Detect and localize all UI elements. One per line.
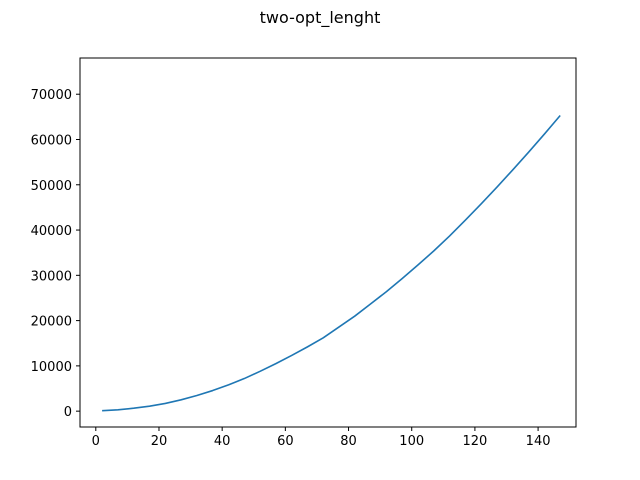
x-tick-label: 100: [399, 434, 424, 449]
x-tick-label: 140: [526, 434, 551, 449]
y-tick-label: 40000: [31, 224, 72, 239]
y-tick-label: 50000: [31, 179, 72, 194]
y-tick-label: 70000: [31, 88, 72, 103]
y-tick-label: 0: [64, 405, 72, 420]
y-tick-label: 20000: [31, 315, 72, 330]
x-tick-label: 0: [92, 434, 100, 449]
x-tick-label: 40: [214, 434, 231, 449]
y-tick-label: 30000: [31, 269, 72, 284]
x-tick-label: 80: [340, 434, 357, 449]
plot-frame: [79, 57, 577, 428]
x-tick-label: 20: [151, 434, 168, 449]
y-tick-label: 60000: [31, 133, 72, 148]
x-tick-label: 60: [277, 434, 294, 449]
x-tick-label: 120: [462, 434, 487, 449]
y-tick-label: 10000: [31, 360, 72, 375]
series-line-0: [102, 114, 561, 412]
chart-title: two-opt_lenght: [259, 8, 381, 27]
